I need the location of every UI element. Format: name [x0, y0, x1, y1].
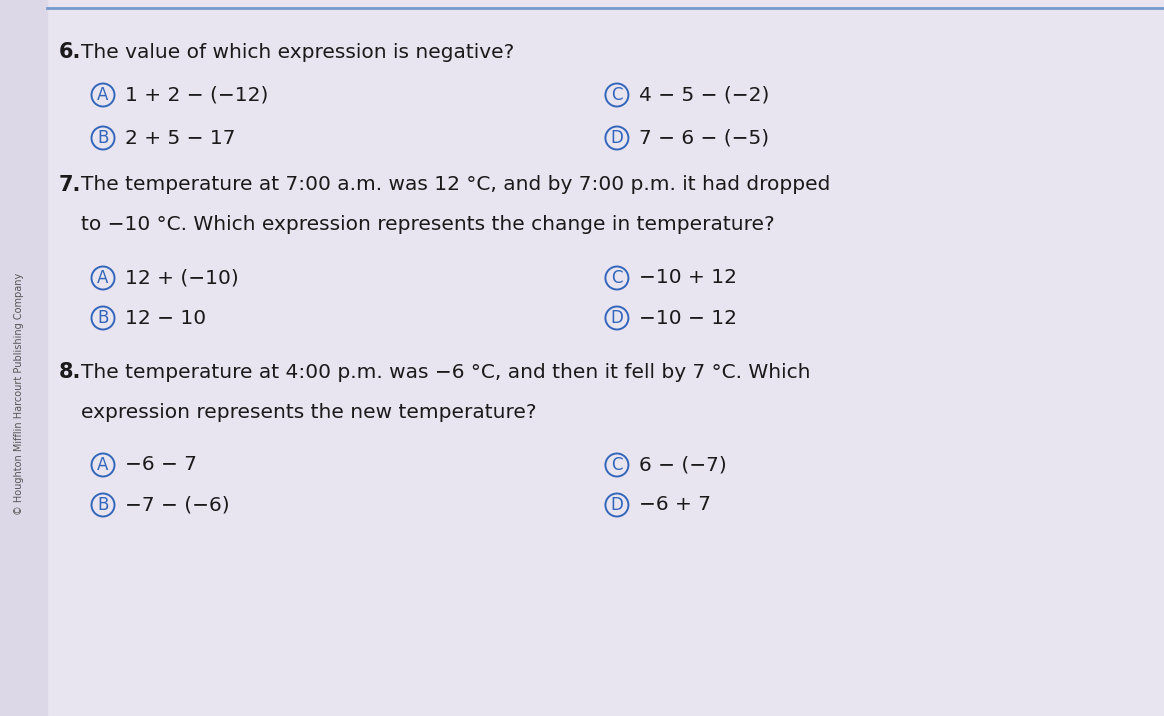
Text: C: C — [611, 269, 623, 287]
Text: A: A — [98, 456, 108, 474]
Bar — [0, 0, 47, 716]
Text: 4 − 5 − (−2): 4 − 5 − (−2) — [639, 85, 769, 105]
Text: The temperature at 4:00 p.m. was −6 °C, and then it fell by 7 °C. Which: The temperature at 4:00 p.m. was −6 °C, … — [81, 362, 810, 382]
Text: B: B — [98, 129, 108, 147]
Text: © Houghton Mifflin Harcourt Publishing Company: © Houghton Mifflin Harcourt Publishing C… — [14, 273, 23, 515]
Text: 7 − 6 − (−5): 7 − 6 − (−5) — [639, 128, 769, 147]
Text: −6 − 7: −6 − 7 — [125, 455, 197, 475]
Text: to −10 °C. Which expression represents the change in temperature?: to −10 °C. Which expression represents t… — [81, 216, 774, 235]
Text: 12 + (−10): 12 + (−10) — [125, 268, 239, 288]
Text: 2 + 5 − 17: 2 + 5 − 17 — [125, 128, 235, 147]
Text: The value of which expression is negative?: The value of which expression is negativ… — [81, 42, 514, 62]
Text: 1 + 2 − (−12): 1 + 2 − (−12) — [125, 85, 269, 105]
Text: C: C — [611, 456, 623, 474]
Text: −10 + 12: −10 + 12 — [639, 268, 737, 288]
Text: 8.: 8. — [59, 362, 81, 382]
Text: expression represents the new temperature?: expression represents the new temperatur… — [81, 402, 537, 422]
Text: B: B — [98, 309, 108, 327]
Text: A: A — [98, 86, 108, 104]
Text: −10 − 12: −10 − 12 — [639, 309, 737, 327]
Text: −7 − (−6): −7 − (−6) — [125, 495, 229, 515]
Text: 12 − 10: 12 − 10 — [125, 309, 206, 327]
Text: D: D — [610, 129, 624, 147]
Text: B: B — [98, 496, 108, 514]
Text: D: D — [610, 309, 624, 327]
Text: The temperature at 7:00 a.m. was 12 °C, and by 7:00 p.m. it had dropped: The temperature at 7:00 a.m. was 12 °C, … — [81, 175, 830, 195]
Text: 6.: 6. — [59, 42, 81, 62]
Text: D: D — [610, 496, 624, 514]
Text: −6 + 7: −6 + 7 — [639, 495, 711, 515]
Text: 6 − (−7): 6 − (−7) — [639, 455, 726, 475]
Text: C: C — [611, 86, 623, 104]
Text: A: A — [98, 269, 108, 287]
Text: 7.: 7. — [59, 175, 81, 195]
